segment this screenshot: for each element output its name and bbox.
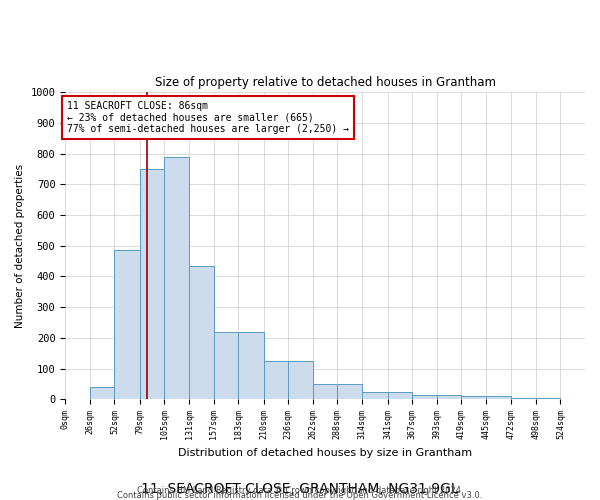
Text: Contains public sector information licensed under the Open Government Licence v3: Contains public sector information licen… xyxy=(118,490,482,500)
Y-axis label: Number of detached properties: Number of detached properties xyxy=(15,164,25,328)
Bar xyxy=(164,156,189,400)
Bar xyxy=(486,396,511,400)
Bar xyxy=(437,395,461,400)
Text: 11 SEACROFT CLOSE: 86sqm
← 23% of detached houses are smaller (665)
77% of semi-: 11 SEACROFT CLOSE: 86sqm ← 23% of detach… xyxy=(67,102,349,134)
Bar xyxy=(264,361,288,400)
Bar xyxy=(115,250,140,400)
Bar xyxy=(90,387,115,400)
Bar xyxy=(388,392,412,400)
Bar xyxy=(288,361,313,400)
Bar xyxy=(313,384,337,400)
Bar xyxy=(214,332,238,400)
Bar xyxy=(238,332,264,400)
Bar xyxy=(189,266,214,400)
Bar xyxy=(536,398,560,400)
Bar xyxy=(412,395,437,400)
Bar xyxy=(140,169,164,400)
Bar xyxy=(511,398,536,400)
Bar xyxy=(461,396,486,400)
Bar xyxy=(337,384,362,400)
Title: Size of property relative to detached houses in Grantham: Size of property relative to detached ho… xyxy=(155,76,496,90)
Text: Contains HM Land Registry data © Crown copyright and database right 2024.: Contains HM Land Registry data © Crown c… xyxy=(137,486,463,495)
Text: 11, SEACROFT CLOSE, GRANTHAM, NG31 9GL: 11, SEACROFT CLOSE, GRANTHAM, NG31 9GL xyxy=(141,482,459,496)
X-axis label: Distribution of detached houses by size in Grantham: Distribution of detached houses by size … xyxy=(178,448,472,458)
Bar xyxy=(362,392,388,400)
